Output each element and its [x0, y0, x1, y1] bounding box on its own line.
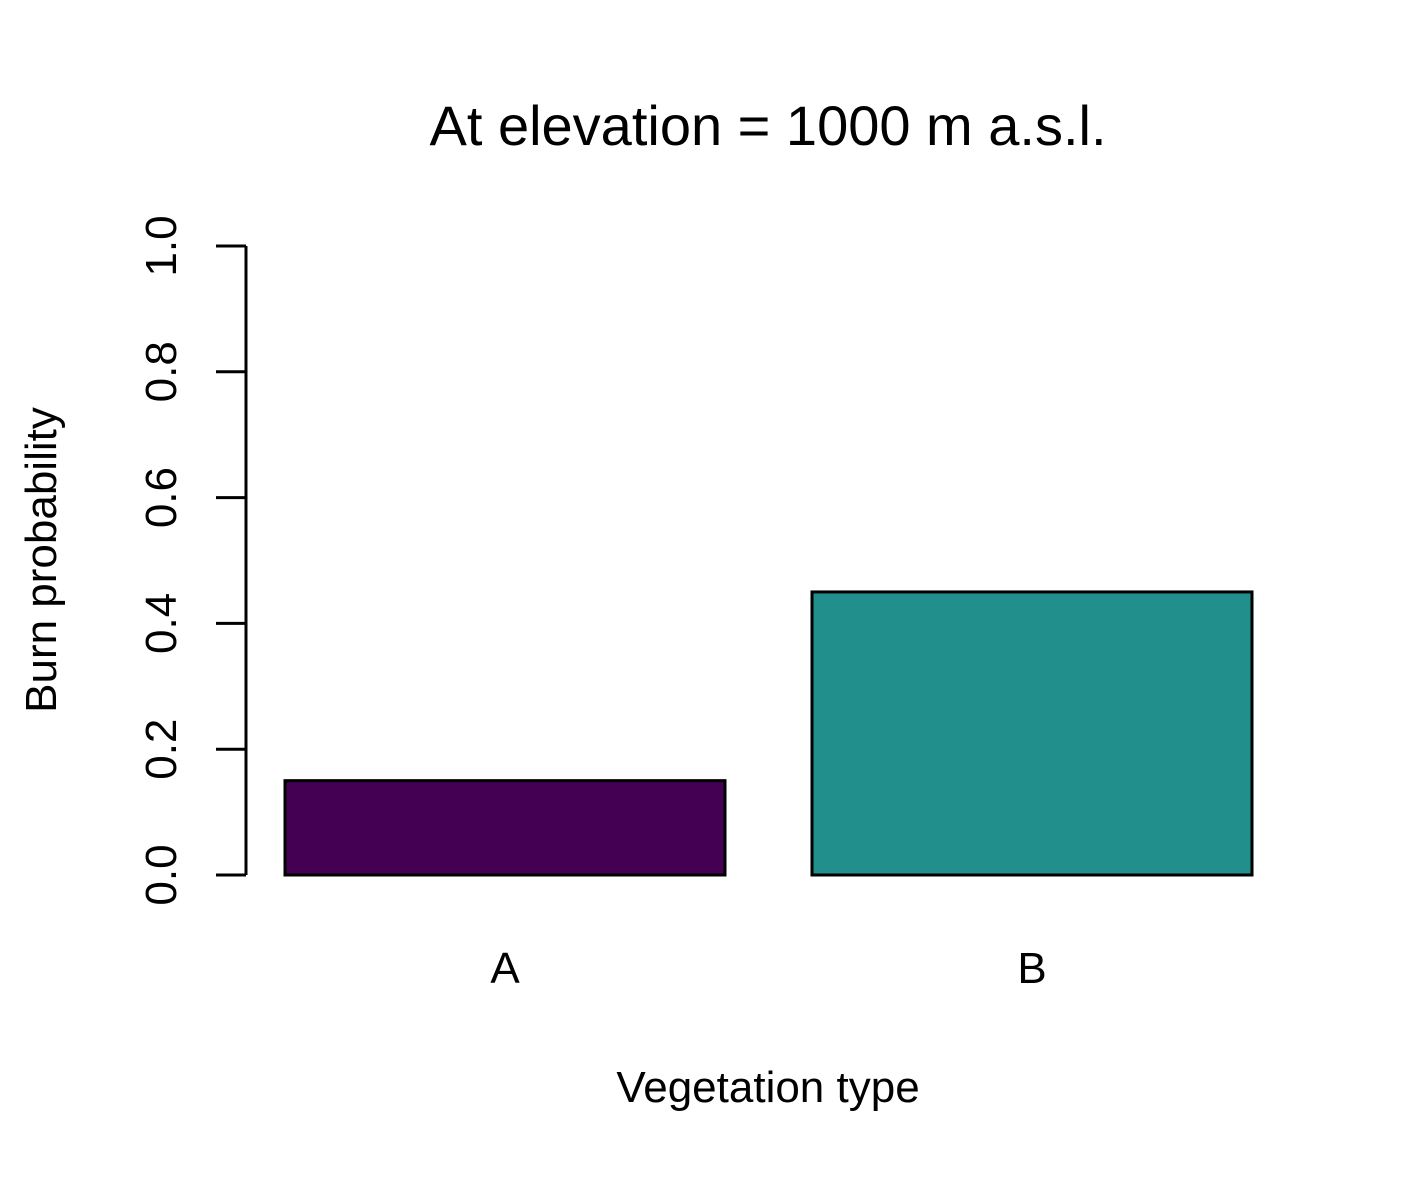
y-tick-label: 0.4	[137, 593, 186, 654]
bars	[283, 590, 1254, 877]
y-axis: 0.0 0.2 0.4 0.6 0.8 1.0	[137, 215, 248, 906]
y-tick-label: 1.0	[137, 215, 186, 276]
y-tick-label: 0.0	[137, 844, 186, 905]
y-axis-label: Burn probability	[17, 407, 66, 713]
y-tick-label: 0.8	[137, 341, 186, 402]
chart-title: At elevation = 1000 m a.s.l.	[429, 94, 1106, 157]
x-axis-label: Vegetation type	[616, 1063, 919, 1112]
y-tick-label: 0.6	[137, 467, 186, 528]
y-tick-label: 0.2	[137, 719, 186, 780]
x-tick-label-b: B	[1017, 944, 1046, 993]
x-tick-label-a: A	[490, 944, 520, 993]
bar-b	[810, 590, 1254, 877]
bar-a	[283, 779, 727, 877]
